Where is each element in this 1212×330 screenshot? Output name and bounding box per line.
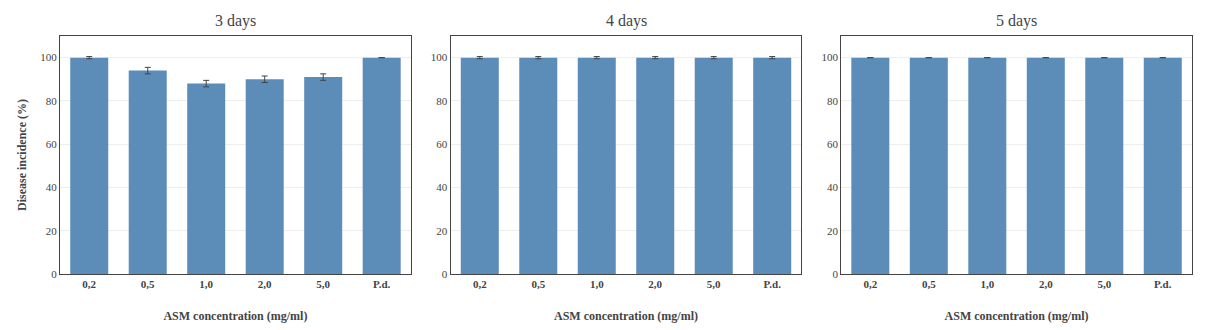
- svg-text:0,2: 0,2: [82, 278, 96, 290]
- svg-text:60: 60: [827, 138, 839, 150]
- svg-text:2,0: 2,0: [648, 278, 662, 290]
- svg-text:40: 40: [436, 181, 448, 193]
- svg-text:40: 40: [46, 181, 58, 193]
- svg-text:3 days: 3 days: [215, 12, 256, 30]
- svg-text:2,0: 2,0: [1039, 278, 1053, 290]
- svg-text:0: 0: [51, 268, 57, 280]
- svg-text:100: 100: [821, 51, 838, 63]
- svg-text:1,0: 1,0: [980, 278, 994, 290]
- svg-text:80: 80: [46, 95, 58, 107]
- svg-text:ASM concentration (mg/ml): ASM concentration (mg/ml): [554, 309, 698, 323]
- svg-text:0,5: 0,5: [531, 278, 545, 290]
- svg-text:5,0: 5,0: [707, 278, 721, 290]
- svg-text:80: 80: [827, 95, 839, 107]
- svg-text:40: 40: [827, 181, 839, 193]
- svg-text:1,0: 1,0: [199, 278, 213, 290]
- svg-text:0,5: 0,5: [141, 278, 155, 290]
- svg-text:5 days: 5 days: [996, 12, 1037, 30]
- svg-text:P.d.: P.d.: [764, 278, 782, 290]
- svg-text:2,0: 2,0: [258, 278, 272, 290]
- svg-text:ASM concentration (mg/ml): ASM concentration (mg/ml): [945, 309, 1089, 323]
- svg-text:ASM concentration (mg/ml): ASM concentration (mg/ml): [163, 309, 307, 323]
- svg-text:100: 100: [431, 51, 448, 63]
- svg-text:4 days: 4 days: [606, 12, 647, 30]
- svg-text:5,0: 5,0: [316, 278, 330, 290]
- svg-text:P.d.: P.d.: [1154, 278, 1172, 290]
- svg-text:Disease incidence (%): Disease incidence (%): [15, 99, 29, 211]
- svg-text:0,2: 0,2: [863, 278, 877, 290]
- svg-text:P.d.: P.d.: [373, 278, 391, 290]
- svg-text:0,2: 0,2: [473, 278, 487, 290]
- svg-text:1,0: 1,0: [590, 278, 604, 290]
- svg-text:20: 20: [436, 225, 448, 237]
- svg-text:20: 20: [827, 225, 839, 237]
- svg-text:0,5: 0,5: [922, 278, 936, 290]
- svg-text:100: 100: [40, 51, 57, 63]
- svg-text:60: 60: [46, 138, 58, 150]
- svg-text:80: 80: [436, 95, 448, 107]
- svg-text:5,0: 5,0: [1097, 278, 1111, 290]
- svg-text:20: 20: [46, 225, 58, 237]
- svg-text:60: 60: [436, 138, 448, 150]
- svg-text:0: 0: [832, 268, 838, 280]
- svg-text:0: 0: [442, 268, 448, 280]
